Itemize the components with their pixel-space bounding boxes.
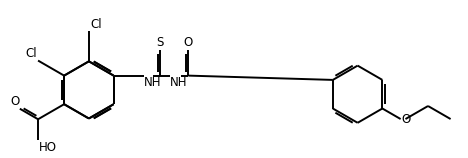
Text: O: O	[184, 36, 193, 49]
Text: Cl: Cl	[90, 18, 102, 31]
Text: O: O	[401, 113, 410, 126]
Text: NH: NH	[144, 76, 162, 89]
Text: HO: HO	[39, 141, 57, 154]
Text: O: O	[10, 95, 19, 108]
Text: NH: NH	[170, 76, 188, 89]
Text: Cl: Cl	[25, 47, 37, 60]
Text: S: S	[156, 36, 163, 49]
